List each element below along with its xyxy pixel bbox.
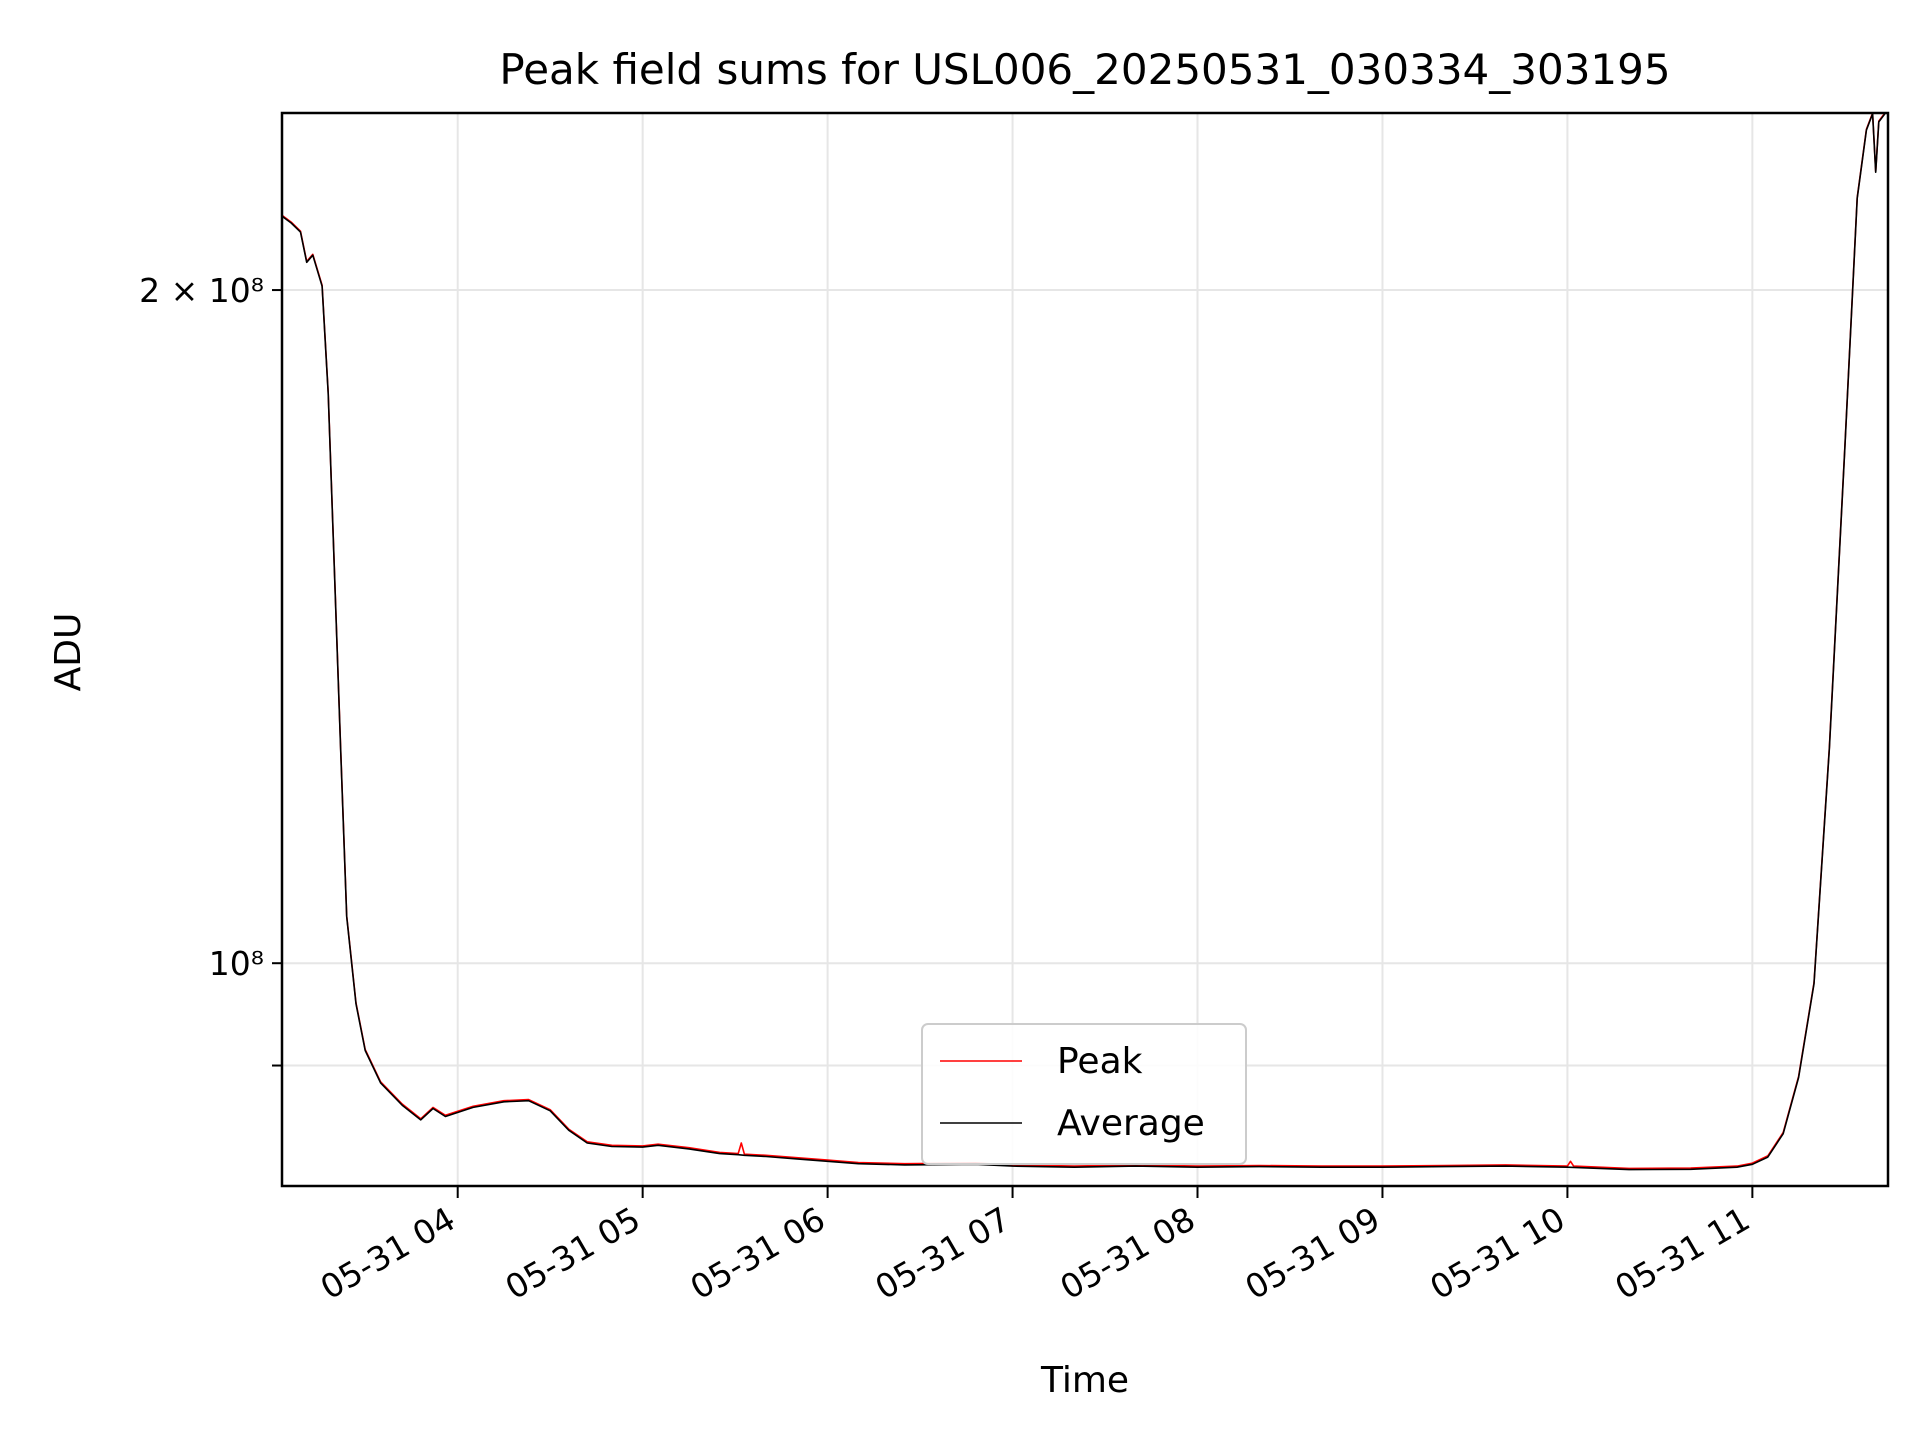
y-tick-label: 2 × 10⁸ xyxy=(139,271,264,310)
x-axis-label: Time xyxy=(1040,1360,1129,1401)
legend-label-average: Average xyxy=(1057,1103,1205,1144)
chart-title: Peak field sums for USL006_20250531_0303… xyxy=(499,45,1670,94)
series-line-average xyxy=(281,113,1886,1171)
y-axis: 2 × 10⁸ 10⁸ xyxy=(139,271,282,1067)
legend: Peak Average xyxy=(921,1023,1247,1165)
legend-label-peak: Peak xyxy=(1057,1041,1143,1082)
series-layer xyxy=(281,112,1886,1171)
legend-box xyxy=(921,1023,1247,1165)
y-axis-label: ADU xyxy=(48,613,89,692)
y-tick-label: 10⁸ xyxy=(209,944,264,983)
plot-frame xyxy=(280,111,1890,1188)
